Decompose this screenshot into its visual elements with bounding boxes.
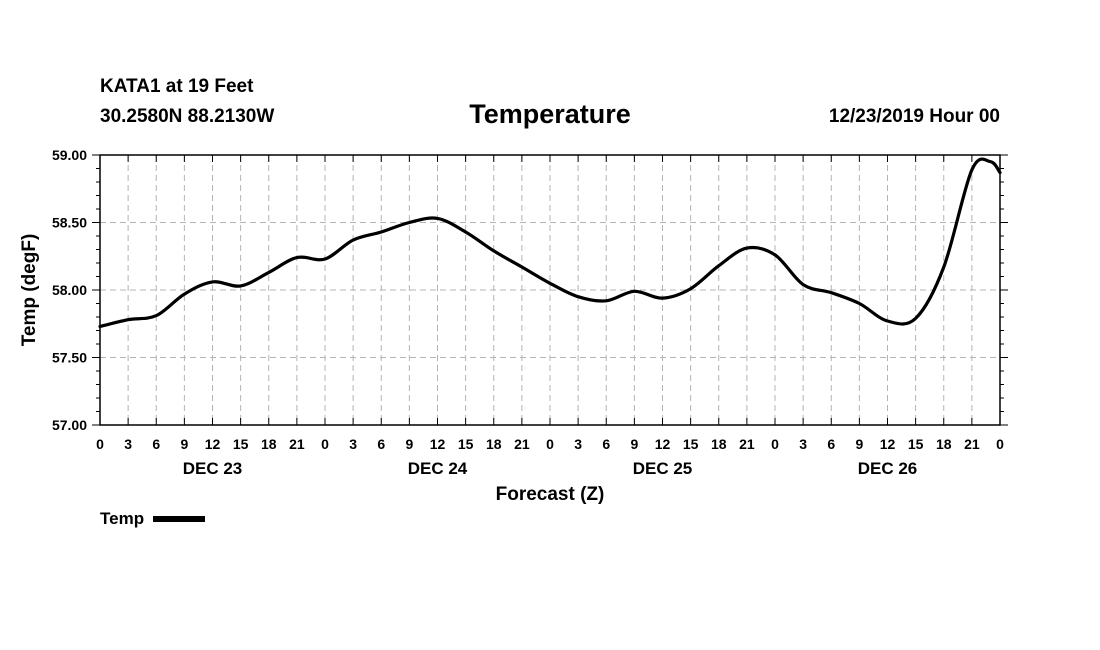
- data-point: [380, 230, 383, 234]
- x-tick-label: 21: [964, 436, 980, 452]
- x-tick-label: 18: [261, 436, 277, 452]
- x-tick-label: 9: [180, 436, 188, 452]
- x-tick-label: 12: [430, 436, 446, 452]
- data-point: [239, 284, 242, 288]
- data-point: [605, 299, 608, 302]
- x-tick-label: 0: [996, 436, 1004, 452]
- data-point: [436, 217, 439, 220]
- y-tick-label: 57.50: [52, 350, 87, 366]
- data-point: [773, 253, 777, 257]
- x-tick-label: 15: [683, 436, 699, 452]
- x-tick-label: 12: [655, 436, 671, 452]
- plot-frame: [99, 154, 1001, 426]
- x-tick-label: 0: [96, 436, 104, 452]
- data-point: [661, 296, 664, 300]
- x-tick-label: 0: [771, 436, 779, 452]
- y-axis-title: Temp (degF): [19, 234, 40, 347]
- data-points: [98, 160, 1002, 328]
- x-tick-label: 18: [711, 436, 727, 452]
- day-label: DEC 23: [183, 459, 243, 478]
- x-axis-title: Forecast (Z): [496, 484, 605, 505]
- data-point: [858, 302, 861, 305]
- data-point: [998, 171, 1002, 174]
- y-tick-labels: 57.00 57.50 58.00 58.50 59.00: [52, 147, 87, 433]
- x-tick-label: 21: [514, 436, 530, 452]
- data-point: [576, 295, 580, 298]
- data-point: [633, 290, 636, 293]
- data-point: [323, 257, 327, 261]
- data-point: [351, 238, 355, 242]
- data-point: [520, 265, 524, 269]
- chart-title: Temperature: [469, 99, 631, 129]
- x-tick-label: 18: [936, 436, 952, 452]
- y-tick-label: 58.00: [52, 282, 87, 298]
- data-point: [970, 168, 974, 172]
- data-point: [689, 287, 692, 290]
- x-tick-label: 6: [377, 436, 385, 452]
- grid-lines: [100, 155, 1000, 425]
- x-tick-label: 9: [630, 436, 638, 452]
- data-point: [155, 314, 158, 317]
- day-label: DEC 24: [408, 459, 468, 478]
- data-point: [98, 325, 102, 328]
- x-tick-label: 6: [602, 436, 610, 452]
- data-point: [942, 265, 945, 269]
- x-tick-label: 15: [908, 436, 924, 452]
- y-tick-label: 59.00: [52, 147, 87, 163]
- coordinates-label: 30.2580N 88.2130W: [100, 106, 275, 127]
- x-tick-label: 12: [205, 436, 221, 452]
- data-point: [886, 319, 889, 323]
- x-tick-label: 9: [855, 436, 863, 452]
- x-tick-label: 21: [739, 436, 755, 452]
- data-point: [464, 230, 467, 234]
- forecast-timestamp: 12/23/2019 Hour 00: [828, 106, 1000, 127]
- day-label: DEC 26: [858, 459, 918, 478]
- day-labels: DEC 23 DEC 24 DEC 25 DEC 26: [183, 459, 918, 478]
- data-point: [830, 291, 833, 294]
- data-point: [211, 280, 214, 284]
- x-tick-label: 12: [880, 436, 896, 452]
- station-label: KATA1 at 19 Feet: [100, 76, 254, 97]
- series-line-temp: [98, 157, 1002, 329]
- x-tick-label: 3: [574, 436, 582, 452]
- x-tick-label: 3: [124, 436, 132, 452]
- data-point: [183, 292, 186, 296]
- data-point: [914, 317, 917, 320]
- x-tick-label: 15: [458, 436, 474, 452]
- y-tick-label: 58.50: [52, 215, 87, 231]
- x-tick-label: 6: [827, 436, 835, 452]
- data-point: [745, 246, 749, 250]
- x-tick-label: 6: [152, 436, 160, 452]
- x-tick-label: 18: [486, 436, 502, 452]
- data-point: [548, 282, 552, 285]
- x-tick-label: 0: [546, 436, 554, 452]
- x-tick-label: 9: [405, 436, 413, 452]
- data-point: [126, 318, 130, 321]
- x-tick-label: 15: [233, 436, 249, 452]
- x-tick-label: 3: [799, 436, 807, 452]
- y-tick-label: 57.00: [52, 417, 87, 433]
- data-point: [801, 283, 805, 286]
- legend: Temp: [100, 509, 206, 529]
- legend-label: Temp: [100, 509, 145, 528]
- x-tick-labels: 0 3 6 9 12 15 18 21 0 3 6 9 12 15 18 21 0 3 6 9 12 15 18 21 0 3 6 9…: [96, 436, 1004, 452]
- data-point: [717, 264, 720, 267]
- data-point: [408, 221, 411, 224]
- data-point: [989, 160, 992, 163]
- data-point: [267, 271, 270, 274]
- x-tick-label: 0: [321, 436, 329, 452]
- x-tick-label: 21: [289, 436, 305, 452]
- legend-swatch-temp: [153, 516, 206, 522]
- x-tick-label: 3: [349, 436, 357, 452]
- day-label: DEC 25: [633, 459, 693, 478]
- data-point: [492, 249, 495, 253]
- data-point: [295, 256, 299, 259]
